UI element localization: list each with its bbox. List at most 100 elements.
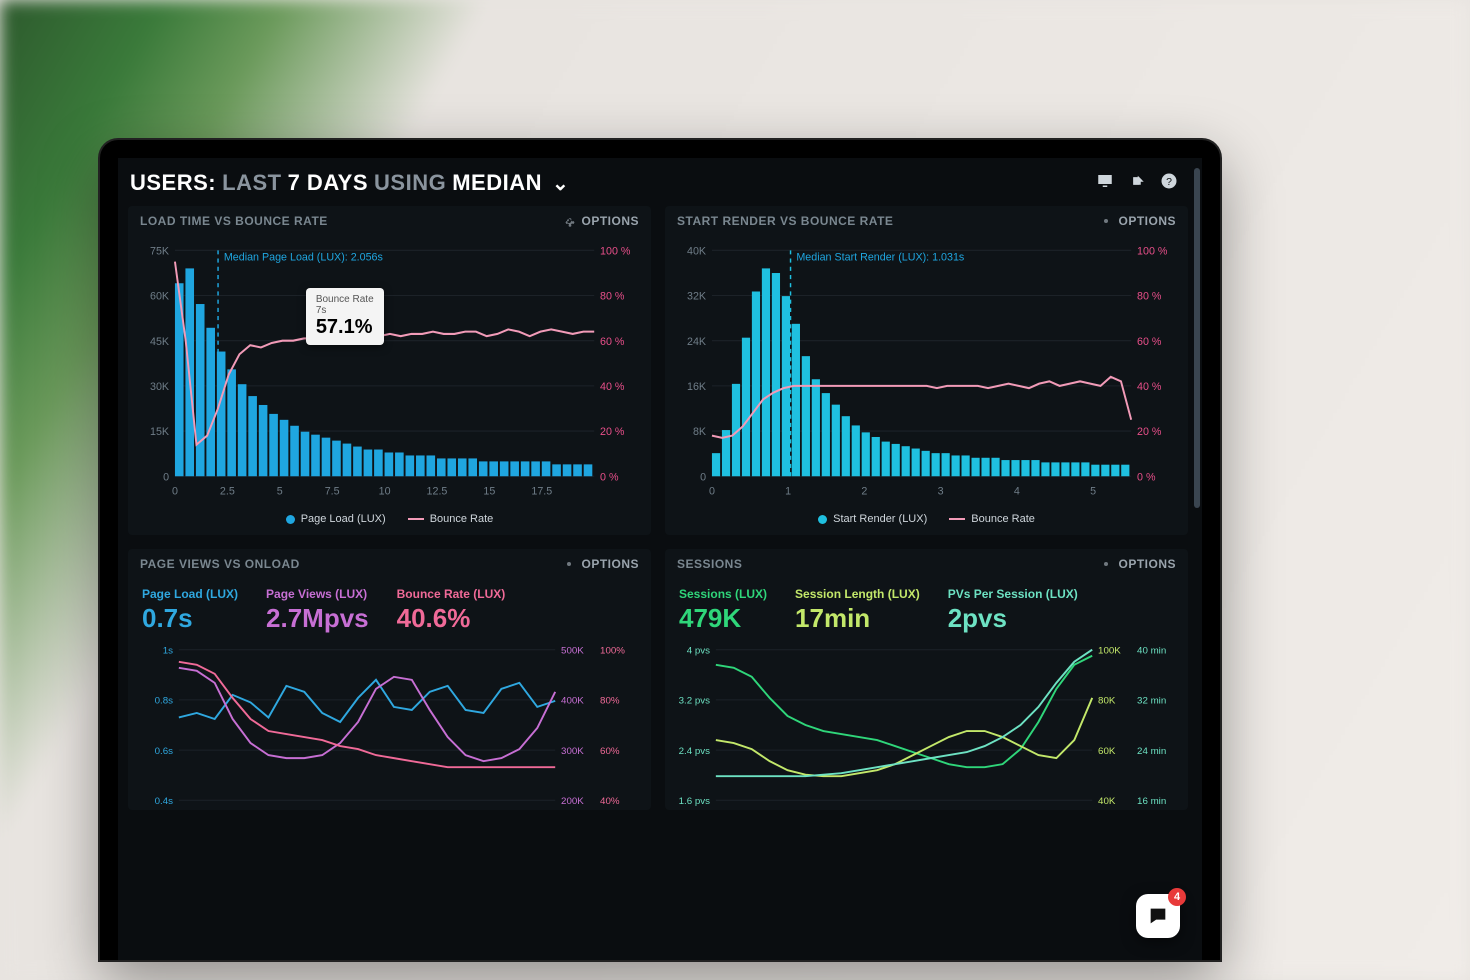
metric-value: 479K <box>679 603 767 634</box>
svg-text:4: 4 <box>1014 486 1020 498</box>
chat-widget[interactable]: 4 <box>1136 894 1180 938</box>
svg-text:60 %: 60 % <box>600 336 625 348</box>
svg-text:100%: 100% <box>600 646 625 657</box>
options-button[interactable]: OPTIONS <box>1100 557 1176 571</box>
svg-text:20 %: 20 % <box>1137 426 1162 438</box>
svg-text:Median Start Render (LUX): 1.0: Median Start Render (LUX): 1.031s <box>796 251 964 263</box>
metric-label: Session Length (LUX) <box>795 587 920 601</box>
svg-text:100 %: 100 % <box>1137 245 1168 257</box>
panel-title: PAGE VIEWS VS ONLOAD <box>140 557 300 571</box>
metric: Page Views (LUX) 2.7Mpvs <box>266 587 369 634</box>
svg-text:3.2 pvs: 3.2 pvs <box>679 696 711 707</box>
svg-text:40 min: 40 min <box>1137 646 1166 657</box>
svg-text:80 %: 80 % <box>1137 290 1162 302</box>
gear-icon <box>1100 215 1112 227</box>
svg-text:1.6 pvs: 1.6 pvs <box>679 796 711 806</box>
gear-icon <box>1100 558 1112 570</box>
svg-text:80 %: 80 % <box>600 290 625 302</box>
svg-text:5: 5 <box>1090 486 1096 498</box>
chevron-down-icon: ⌄ <box>552 171 569 196</box>
metric-value: 0.7s <box>142 603 238 634</box>
metric: Session Length (LUX) 17min <box>795 587 920 634</box>
gear-icon <box>563 215 575 227</box>
scrollbar[interactable] <box>1194 168 1200 508</box>
panel-sessions: SESSIONS OPTIONS Sessions (LUX) 479K Ses… <box>665 549 1188 810</box>
metric-label: Bounce Rate (LUX) <box>397 587 506 601</box>
svg-text:60%: 60% <box>600 746 620 757</box>
svg-text:20 %: 20 % <box>600 426 625 438</box>
svg-text:40 %: 40 % <box>1137 381 1162 393</box>
svg-text:0: 0 <box>709 486 715 498</box>
panel-load-time-vs-bounce: LOAD TIME VS BOUNCE RATE OPTIONS 75K60K4… <box>128 206 651 535</box>
svg-text:100 %: 100 % <box>600 245 631 257</box>
topbar: USERS: LAST 7 DAYS USING MEDIAN ⌄ ? <box>118 158 1202 206</box>
svg-text:15K: 15K <box>150 426 170 438</box>
panel-title: SESSIONS <box>677 557 742 571</box>
svg-text:10: 10 <box>379 486 391 498</box>
svg-text:0: 0 <box>172 486 178 498</box>
svg-text:2.4 pvs: 2.4 pvs <box>679 746 711 757</box>
svg-text:75K: 75K <box>150 245 170 257</box>
svg-text:1s: 1s <box>163 646 173 657</box>
tooltip: Bounce Rate7s 57.1% <box>306 288 384 345</box>
svg-text:17.5: 17.5 <box>531 486 552 498</box>
options-button[interactable]: OPTIONS <box>563 214 639 228</box>
svg-text:200K: 200K <box>561 796 584 806</box>
svg-text:3: 3 <box>938 486 944 498</box>
chart-load-bounce[interactable]: 75K60K45K30K15K0100 %80 %60 %40 %20 %0 %… <box>134 238 641 505</box>
svg-text:8K: 8K <box>693 426 707 438</box>
svg-text:40%: 40% <box>600 796 620 806</box>
metric: Bounce Rate (LUX) 40.6% <box>397 587 506 634</box>
panel-title: LOAD TIME VS BOUNCE RATE <box>140 214 328 228</box>
svg-text:300K: 300K <box>561 746 584 757</box>
chart-pageviews-onload[interactable]: 1s0.8s0.6s0.4s500K100%400K80%300K60%200K… <box>134 644 641 806</box>
metric-value: 2.7Mpvs <box>266 603 369 634</box>
metric: Sessions (LUX) 479K <box>679 587 767 634</box>
chart-render-bounce[interactable]: 40K32K24K16K8K0100 %80 %60 %40 %20 %0 %0… <box>671 238 1178 505</box>
svg-text:60 %: 60 % <box>1137 336 1162 348</box>
metric-value: 2pvs <box>948 603 1078 634</box>
svg-text:500K: 500K <box>561 646 584 657</box>
gear-icon <box>563 558 575 570</box>
metric: PVs Per Session (LUX) 2pvs <box>948 587 1078 634</box>
options-button[interactable]: OPTIONS <box>1100 214 1176 228</box>
svg-text:16K: 16K <box>687 381 707 393</box>
help-icon[interactable]: ? <box>1160 172 1178 195</box>
svg-text:Median Page Load (LUX): 2.056s: Median Page Load (LUX): 2.056s <box>224 251 383 263</box>
svg-text:24K: 24K <box>687 336 707 348</box>
svg-text:400K: 400K <box>561 696 584 707</box>
svg-text:80%: 80% <box>600 696 620 707</box>
metric-value: 40.6% <box>397 603 506 634</box>
svg-text:0: 0 <box>163 471 169 483</box>
metric-label: Page Views (LUX) <box>266 587 369 601</box>
svg-text:60K: 60K <box>150 290 170 302</box>
title-prefix: USERS: <box>130 170 216 196</box>
svg-text:40K: 40K <box>1098 796 1116 806</box>
metric: Page Load (LUX) 0.7s <box>142 587 238 634</box>
metric-value: 17min <box>795 603 920 634</box>
share-icon[interactable] <box>1128 172 1146 195</box>
svg-text:80K: 80K <box>1098 696 1116 707</box>
svg-text:32K: 32K <box>687 290 707 302</box>
page-title-dropdown[interactable]: USERS: LAST 7 DAYS USING MEDIAN ⌄ <box>130 170 569 196</box>
svg-text:2.5: 2.5 <box>220 486 235 498</box>
laptop-frame: USERS: LAST 7 DAYS USING MEDIAN ⌄ ? LOAD… <box>100 140 1220 960</box>
screen: USERS: LAST 7 DAYS USING MEDIAN ⌄ ? LOAD… <box>118 158 1202 960</box>
metric-label: Page Load (LUX) <box>142 587 238 601</box>
svg-text:0: 0 <box>700 471 706 483</box>
chat-icon <box>1147 905 1169 927</box>
title-dim2: USING <box>374 170 446 196</box>
svg-text:16 min: 16 min <box>1137 796 1166 806</box>
metric-label: Sessions (LUX) <box>679 587 767 601</box>
metric-label: PVs Per Session (LUX) <box>948 587 1078 601</box>
svg-text:100K: 100K <box>1098 646 1121 657</box>
svg-text:7.5: 7.5 <box>325 486 340 498</box>
svg-text:30K: 30K <box>150 381 170 393</box>
svg-text:0 %: 0 % <box>1137 471 1156 483</box>
chart-sessions[interactable]: 4 pvs3.2 pvs2.4 pvs1.6 pvs100K40 min80K3… <box>671 644 1178 806</box>
title-dim1: LAST <box>222 170 281 196</box>
svg-text:0.6s: 0.6s <box>155 746 174 757</box>
monitor-icon[interactable] <box>1096 172 1114 195</box>
svg-text:4 pvs: 4 pvs <box>687 646 710 657</box>
options-button[interactable]: OPTIONS <box>563 557 639 571</box>
